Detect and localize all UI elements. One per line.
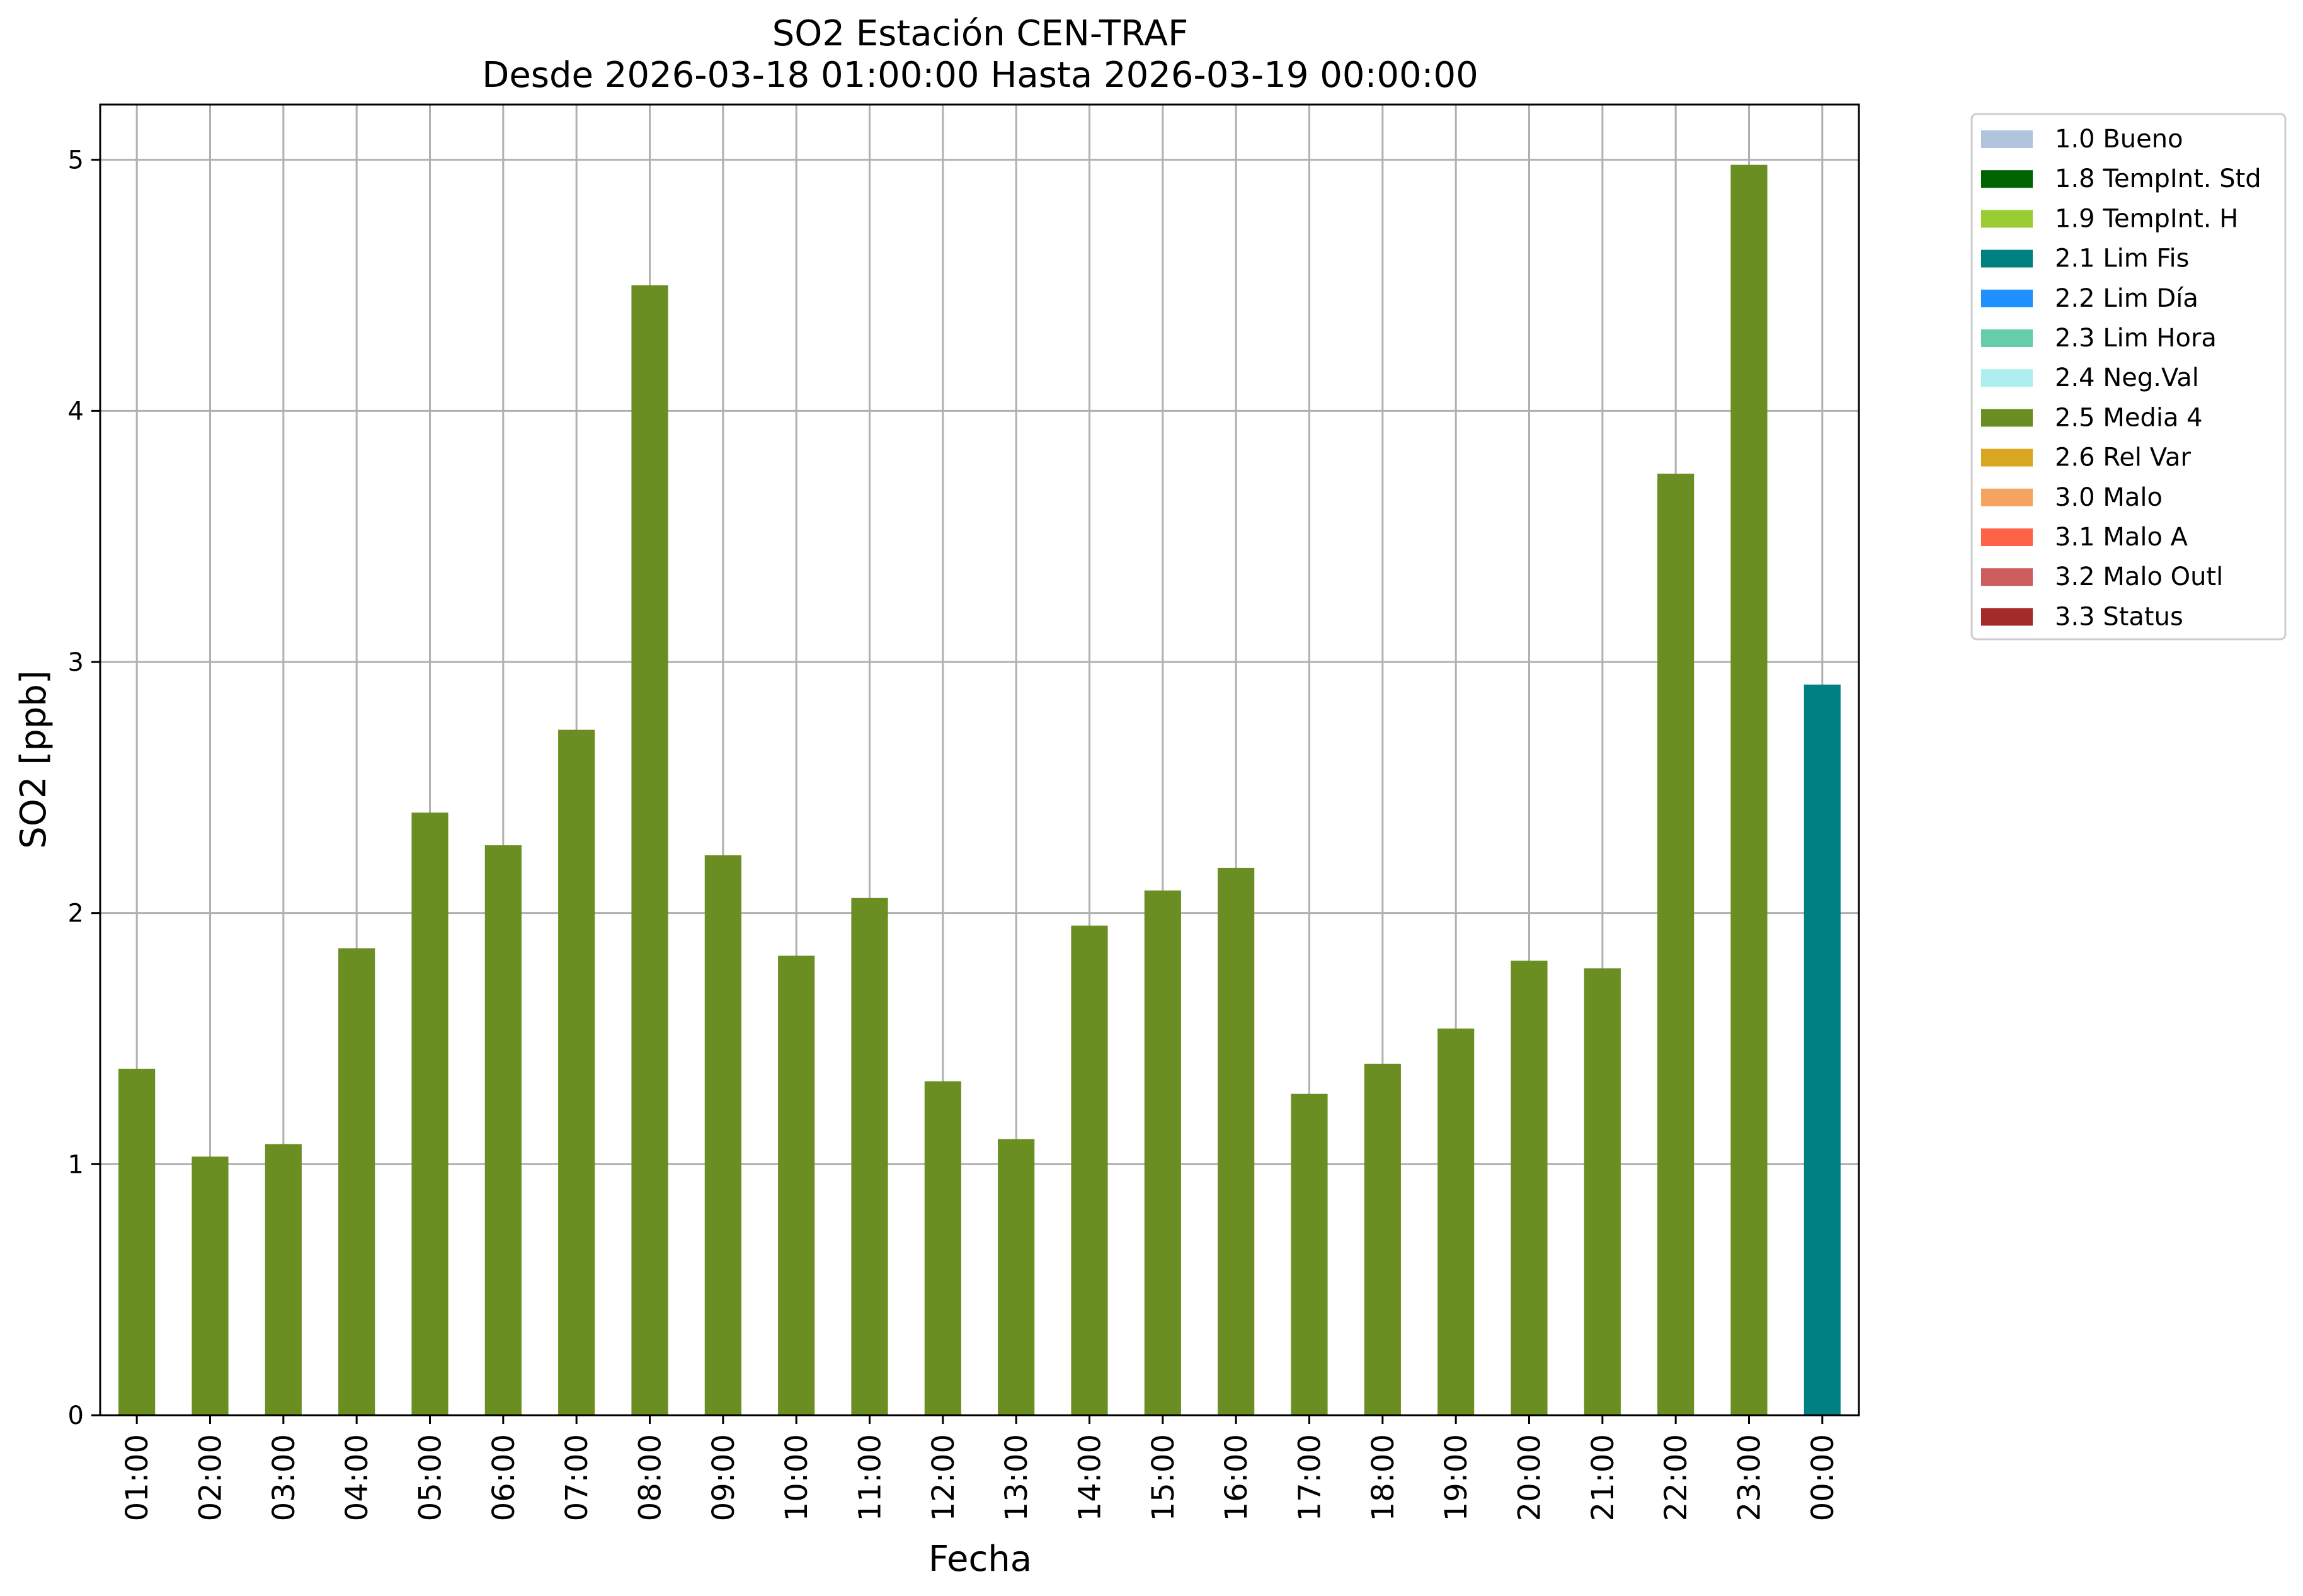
legend-swatch (1981, 369, 2033, 387)
bar-2300 (1730, 164, 1768, 1415)
bar-1700 (1291, 1093, 1328, 1415)
legend-label: 3.1 Malo A (2055, 523, 2188, 552)
bar-1800 (1364, 1063, 1401, 1415)
x-tick-label: 02:00 (193, 1434, 229, 1521)
y-axis-ticks: 0 1 2 3 4 5 (68, 146, 100, 1430)
bar-1100 (851, 898, 888, 1415)
y-tick-label: 4 (68, 397, 84, 426)
legend-label: 3.0 Malo (2055, 483, 2163, 512)
bar-1300 (998, 1139, 1035, 1415)
x-tick-label: 00:00 (1805, 1434, 1841, 1521)
bar-0200 (191, 1156, 229, 1415)
legend-swatch (1981, 488, 2033, 506)
x-tick-label: 01:00 (120, 1434, 155, 1521)
legend-swatch (1981, 170, 2033, 188)
x-tick-label: 20:00 (1512, 1434, 1548, 1521)
legend: 1.0 Bueno 1.8 TempInt. Std 1.9 TempInt. H 2… (1970, 113, 2287, 641)
x-tick-label: 08:00 (633, 1434, 668, 1521)
legend-swatch (1981, 528, 2033, 546)
bars (118, 164, 1841, 1416)
bar-0300 (265, 1144, 302, 1415)
bar-1000 (778, 955, 815, 1415)
legend-swatch (1981, 289, 2033, 307)
y-tick-label: 0 (68, 1401, 84, 1430)
legend-frame (1970, 113, 2287, 641)
y-axis-label: SO2 [ppb] (13, 670, 54, 848)
legend-label: 2.3 Lim Hora (2055, 324, 2217, 353)
x-tick-label: 09:00 (706, 1434, 741, 1521)
bar-1500 (1144, 890, 1181, 1415)
x-tick-label: 04:00 (340, 1434, 375, 1521)
legend-label: 3.3 Status (2055, 602, 2183, 631)
legend-swatch (1981, 608, 2033, 626)
bar-2200 (1657, 474, 1694, 1415)
x-tick-label: 21:00 (1586, 1434, 1621, 1521)
bar-0000 (1803, 684, 1841, 1415)
x-tick-label: 11:00 (853, 1434, 888, 1521)
x-tick-label: 16:00 (1219, 1434, 1254, 1521)
bar-0600 (484, 845, 522, 1415)
bar-1600 (1218, 867, 1255, 1415)
x-tick-label: 12:00 (926, 1434, 961, 1521)
bar-0900 (704, 855, 741, 1415)
y-tick-label: 2 (68, 899, 84, 928)
y-tick-label: 1 (68, 1150, 84, 1179)
x-tick-label: 05:00 (413, 1434, 449, 1521)
bar-0800 (631, 285, 668, 1416)
x-tick-label: 10:00 (779, 1434, 814, 1521)
bar-1400 (1071, 925, 1108, 1415)
x-axis-ticks: 01:00 02:00 03:00 04:00 05:00 06:00 07:00 08:00… (120, 1415, 1841, 1521)
bar-0100 (118, 1068, 156, 1415)
legend-swatch (1981, 130, 2033, 148)
legend-label: 1.8 TempInt. Std (2055, 164, 2261, 193)
x-tick-label: 22:00 (1659, 1434, 1694, 1521)
x-tick-label: 18:00 (1366, 1434, 1401, 1521)
bar-1200 (924, 1081, 961, 1415)
x-tick-label: 13:00 (999, 1434, 1034, 1521)
legend-label: 2.4 Neg.Val (2055, 363, 2199, 392)
legend-label: 2.2 Lim Día (2055, 284, 2198, 313)
x-tick-label: 17:00 (1293, 1434, 1328, 1521)
legend-swatch (1981, 329, 2033, 347)
x-axis-label: Fecha (929, 1539, 1032, 1580)
bar-0400 (338, 948, 375, 1415)
y-tick-label: 3 (68, 648, 84, 677)
x-tick-label: 23:00 (1732, 1434, 1768, 1521)
bar-2100 (1584, 968, 1621, 1415)
x-tick-label: 06:00 (486, 1434, 522, 1521)
bar-0700 (558, 729, 595, 1415)
legend-label: 1.9 TempInt. H (2055, 204, 2238, 233)
x-tick-label: 07:00 (559, 1434, 595, 1521)
legend-swatch (1981, 249, 2033, 268)
legend-label: 1.0 Bueno (2055, 125, 2183, 154)
plot-frame (99, 103, 1860, 1416)
chart-title-line2: Desde 2026-03-18 01:00:00 Hasta 2026-03-… (482, 55, 1478, 96)
x-tick-label: 19:00 (1439, 1434, 1474, 1521)
x-tick-label: 14:00 (1073, 1434, 1108, 1521)
legend-swatch (1981, 409, 2033, 427)
legend-swatch (1981, 568, 2033, 586)
chart-title-line1: SO2 Estación CEN-TRAF (772, 13, 1189, 54)
y-tick-label: 5 (68, 146, 84, 175)
legend-label: 2.1 Lim Fis (2055, 244, 2189, 273)
bar-0500 (411, 812, 449, 1415)
bar-1900 (1437, 1029, 1475, 1415)
bar-2000 (1511, 960, 1548, 1415)
legend-swatch (1981, 448, 2033, 467)
legend-label: 2.5 Media 4 (2055, 403, 2203, 432)
legend-label: 2.6 Rel Var (2055, 443, 2192, 472)
legend-swatch (1981, 210, 2033, 228)
x-tick-label: 03:00 (266, 1434, 302, 1521)
legend-label: 3.2 Malo Outl (2055, 562, 2223, 591)
x-tick-label: 15:00 (1146, 1434, 1181, 1521)
